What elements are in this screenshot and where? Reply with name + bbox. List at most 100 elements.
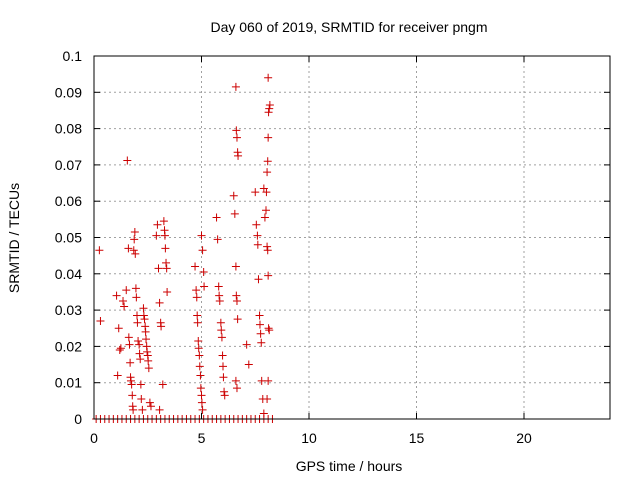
- data-point: [214, 282, 223, 291]
- data-point: [219, 362, 227, 371]
- axis-ticks: 0 5 10 15 20 0 0.01 0.02 0.03 0.04 0.05 0.06 0.07 0.0…: [55, 48, 610, 446]
- data-point: [160, 231, 169, 240]
- data-point: [159, 217, 168, 226]
- data-point: [197, 398, 206, 407]
- data-point: [127, 380, 136, 389]
- data-point: [262, 206, 270, 215]
- data-point: [143, 347, 152, 356]
- data-point: [231, 262, 240, 271]
- y-tick-label: 0.07: [55, 157, 82, 173]
- data-point: [194, 344, 203, 353]
- data-point: [162, 258, 171, 267]
- data-point: [255, 311, 264, 320]
- x-tick-label: 5: [198, 430, 206, 446]
- data-point: [234, 151, 243, 160]
- plot-frame: [93, 55, 611, 420]
- data-point: [191, 262, 200, 271]
- y-tick-label: 0.03: [55, 302, 82, 318]
- data-point: [217, 333, 226, 342]
- data-point: [119, 297, 128, 306]
- data-point: [218, 351, 227, 360]
- data-point: [114, 324, 123, 333]
- x-tick-label: 10: [301, 430, 317, 446]
- data-point: [132, 293, 141, 302]
- data-point: [264, 324, 273, 333]
- y-tick-label: 0.01: [55, 375, 82, 391]
- data-point: [95, 246, 104, 255]
- y-tick-label: 0.06: [55, 193, 82, 209]
- data-point: [128, 391, 137, 400]
- data-point: [251, 188, 260, 197]
- data-point: [192, 286, 201, 295]
- data-point: [213, 235, 222, 244]
- data-point: [232, 297, 241, 306]
- data-point: [139, 311, 148, 320]
- data-point: [197, 391, 206, 400]
- data-point: [200, 282, 209, 291]
- data-point: [215, 291, 224, 300]
- data-point: [195, 351, 204, 360]
- data-point: [131, 249, 140, 258]
- data-point: [130, 228, 139, 237]
- data-point: [263, 246, 272, 255]
- data-point: [256, 329, 265, 338]
- grid: [94, 56, 610, 419]
- data-point: [255, 320, 264, 329]
- y-tick-label: 0.1: [63, 48, 83, 64]
- data-point: [198, 405, 207, 414]
- data-point: [193, 311, 202, 320]
- data-point: [254, 275, 263, 284]
- data-point: [244, 360, 253, 369]
- data-point: [242, 340, 251, 349]
- data-point: [215, 297, 224, 306]
- data-point: [140, 315, 149, 324]
- y-tick-label: 0.02: [55, 338, 82, 354]
- data-point: [129, 405, 138, 414]
- data-point: [153, 220, 162, 229]
- y-tick-label: 0.04: [55, 266, 82, 282]
- data-point: [193, 318, 202, 327]
- data-point: [253, 240, 262, 249]
- x-tick-label: 20: [516, 430, 532, 446]
- data-point: [131, 284, 140, 293]
- data-point: [262, 188, 271, 197]
- data-point: [112, 291, 121, 300]
- data-point: [122, 286, 131, 295]
- data-point: [232, 384, 241, 393]
- data-point: [155, 405, 164, 414]
- data-point: [263, 242, 272, 251]
- data-point: [263, 168, 272, 177]
- data-point: [133, 318, 142, 327]
- data-point: [96, 316, 105, 325]
- data-point: [232, 291, 241, 300]
- data-point: [141, 327, 150, 336]
- y-tick-label: 0.08: [55, 121, 82, 137]
- data-point: [231, 82, 240, 91]
- data-point: [260, 213, 269, 222]
- y-axis-label: SRMTID / TECUs: [6, 183, 22, 293]
- x-tick-label: 15: [409, 430, 425, 446]
- data-point: [197, 231, 206, 240]
- data-point: [155, 298, 164, 307]
- data-point: [252, 220, 261, 229]
- data-point: [136, 355, 145, 364]
- data-point: [212, 213, 221, 222]
- data-point: [265, 104, 274, 113]
- data-point: [162, 264, 171, 273]
- data-point: [217, 326, 226, 335]
- data-point: [220, 391, 229, 400]
- data-point: [161, 244, 170, 253]
- data-point: [115, 346, 124, 355]
- data-point: [198, 246, 207, 255]
- data-point: [232, 133, 241, 142]
- x-tick-label: 0: [90, 430, 98, 446]
- data-point: [264, 133, 273, 142]
- data-point: [196, 371, 205, 380]
- data-point: [230, 209, 239, 218]
- y-tick-label: 0: [74, 411, 82, 427]
- data-point: [124, 244, 133, 253]
- data-point: [135, 340, 144, 349]
- data-point: [264, 108, 273, 117]
- data-point: [163, 287, 172, 296]
- data-point: [263, 157, 272, 166]
